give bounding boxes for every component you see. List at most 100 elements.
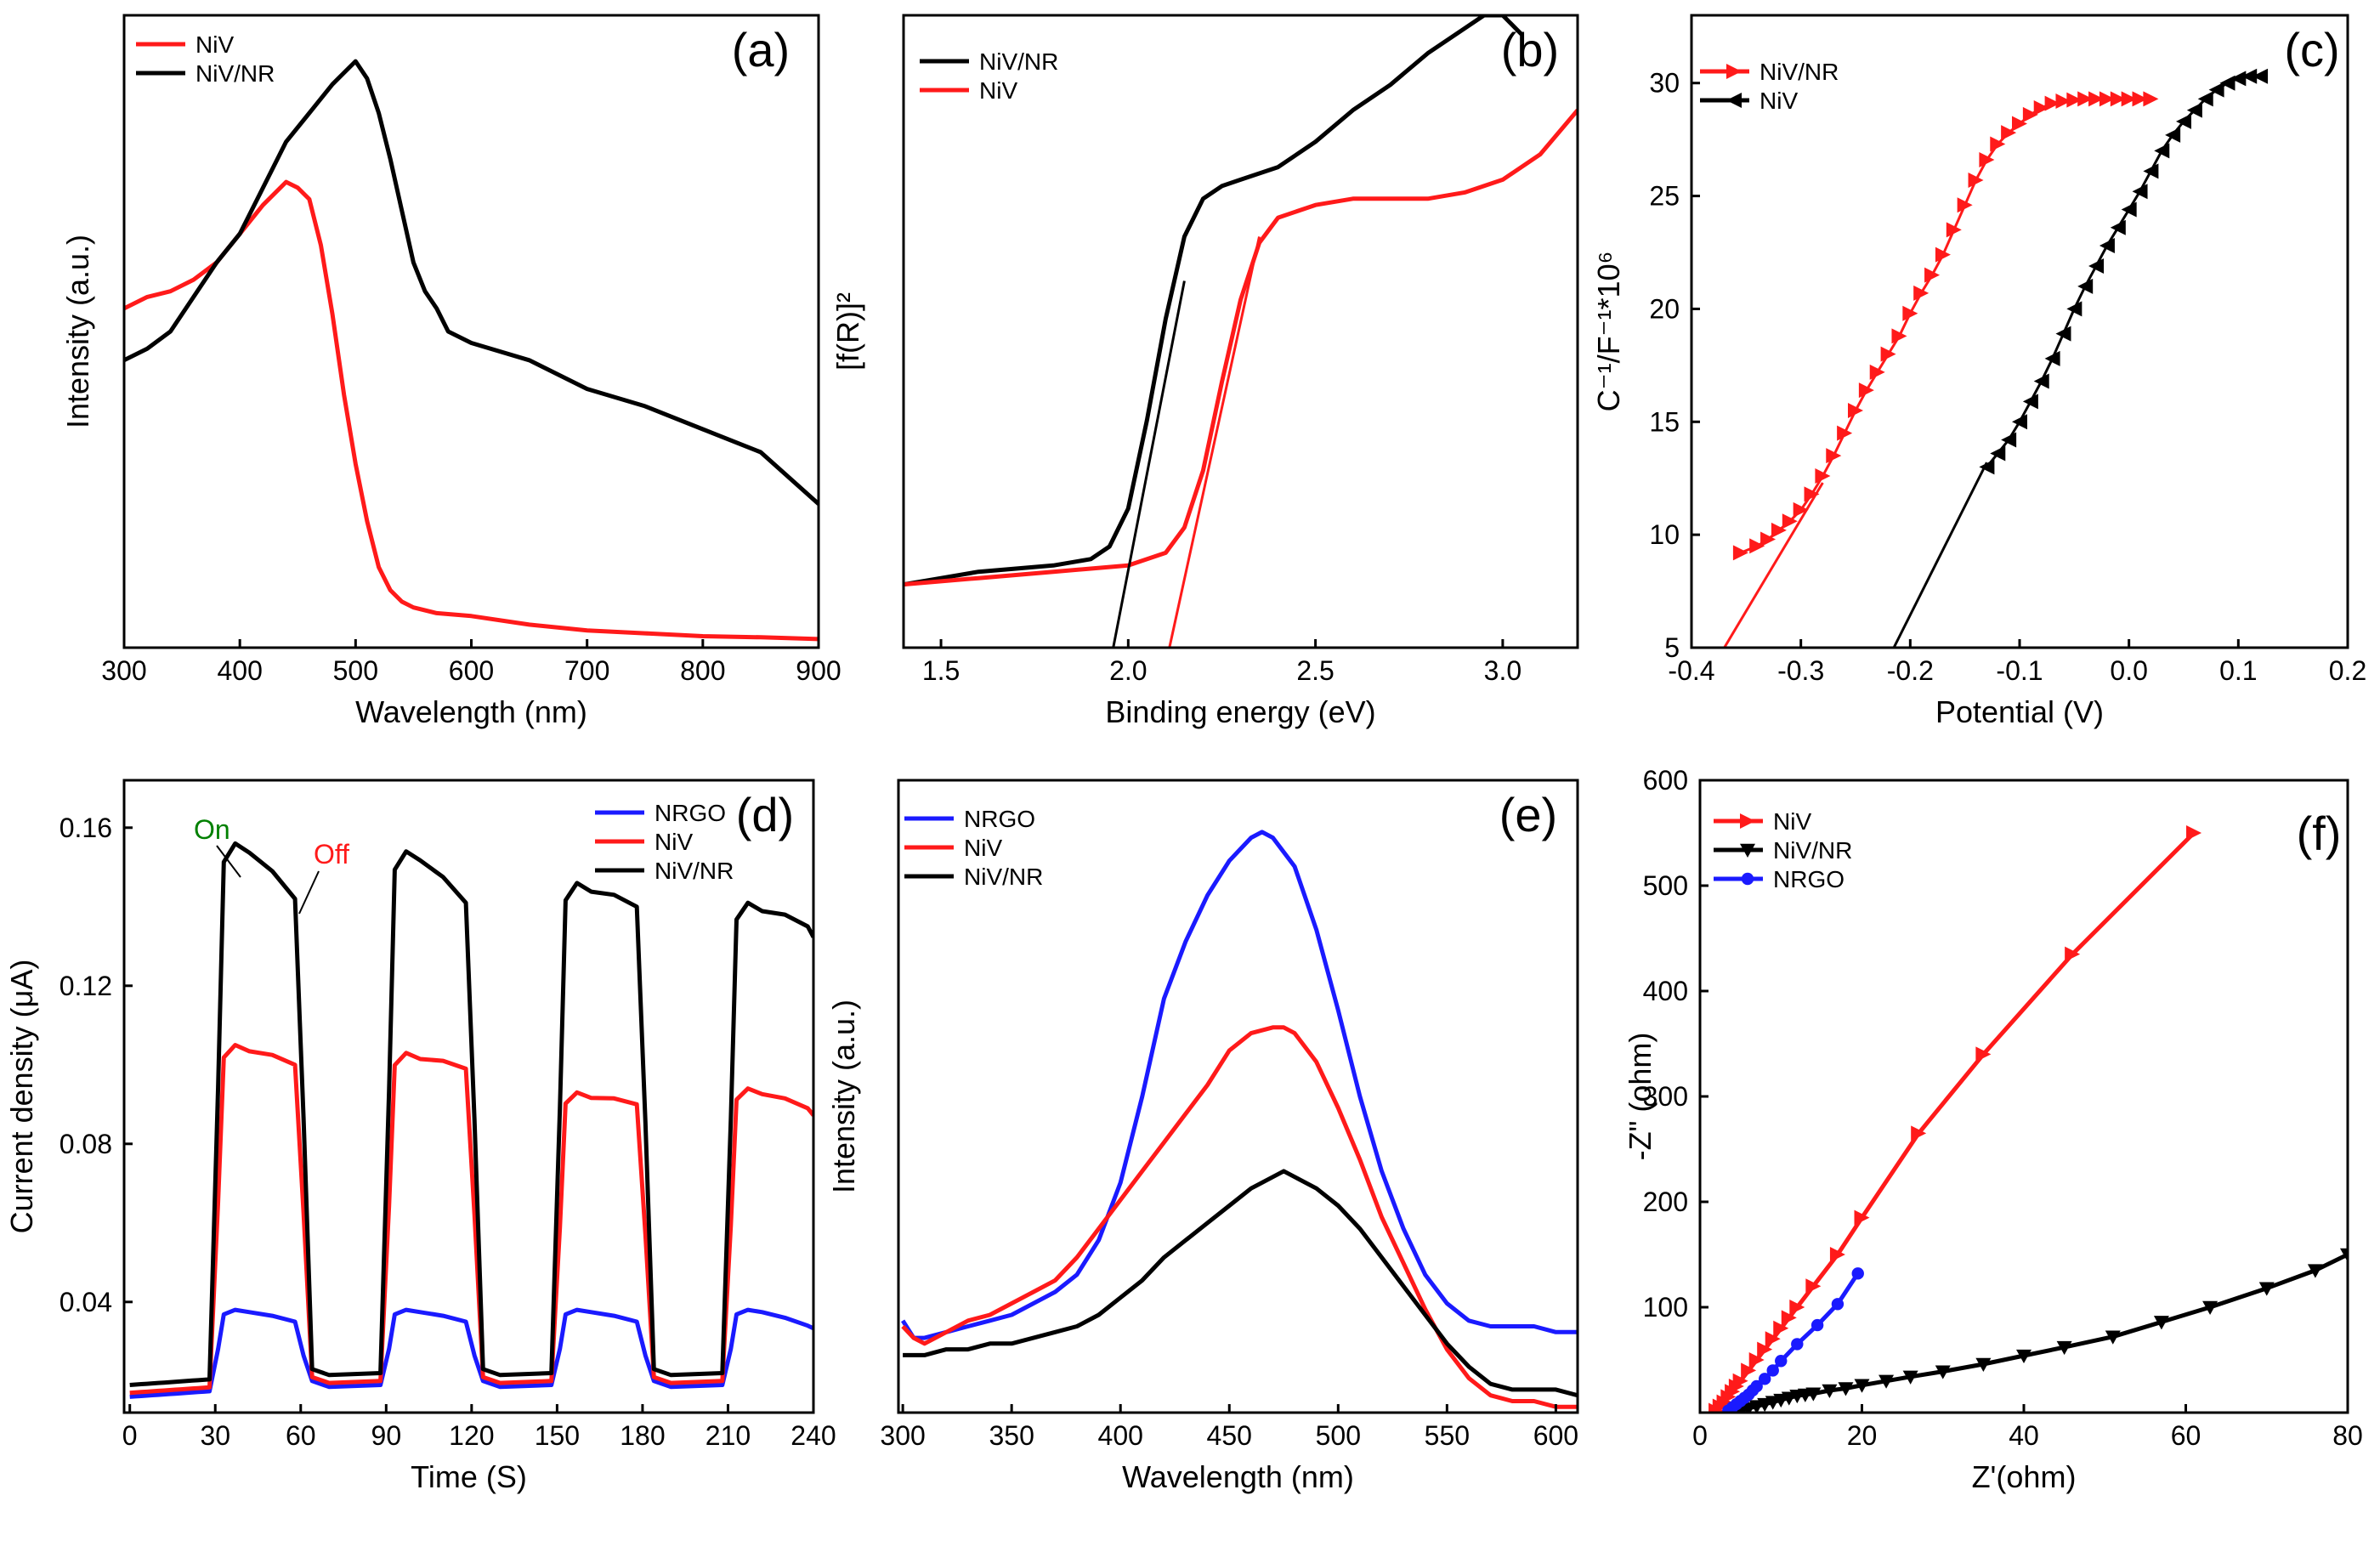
legend-label-b: NiV: [979, 77, 1017, 104]
panel-e-xlabel: Wavelength (nm): [1122, 1459, 1354, 1494]
panel-f-ytick-label: 400: [1643, 976, 1688, 1006]
panel-c-point: [1837, 425, 1853, 441]
panel-c-xlabel: Potential (V): [1935, 694, 2104, 729]
panel-c-ylabel: C⁻¹/F⁻¹*10⁶: [1591, 252, 1626, 412]
panel-f-point: [1902, 1370, 1918, 1385]
legend-label-a: NiV/NR: [196, 60, 275, 87]
panel-c-point: [2012, 414, 2027, 430]
panel-d-xtick-label: 0: [122, 1420, 138, 1451]
panel-c-point: [1815, 468, 1831, 484]
panel-c-point: [1848, 403, 1863, 418]
panel-f-point: [1935, 1365, 1951, 1379]
panel-c-point: [2044, 95, 2060, 111]
panel-c-point: [2077, 278, 2094, 294]
panel-c-point: [2088, 258, 2105, 274]
panel-b-xtick-label: 2.5: [1296, 655, 1334, 686]
panel-c-point: [1771, 522, 1787, 538]
panel-e-series-nrgo: [900, 830, 1578, 1340]
panel-b-frame: [902, 14, 1579, 649]
panel-c-point: [2055, 326, 2071, 342]
panel-d-xtick-label: 90: [371, 1420, 402, 1451]
panel-c-point: [2066, 301, 2082, 317]
panel-a-xtick-label: 300: [101, 655, 146, 686]
panel-c-point: [2055, 93, 2071, 109]
panel-f-xtick-label: 20: [1847, 1420, 1878, 1451]
panel-f-point: [1791, 1338, 1804, 1351]
panel-d-series-nrgo: [129, 1307, 813, 1399]
panel-f-ytick-label: 600: [1643, 765, 1688, 796]
panel-f-xtick-label: 80: [2332, 1420, 2363, 1451]
panel-c-point: [2121, 91, 2137, 107]
panel-e-xtick-label: 350: [989, 1420, 1034, 1451]
panel-f-point: [1775, 1355, 1788, 1368]
panel-e-xtick-label: 450: [1207, 1420, 1252, 1451]
panel-f-point: [1854, 1209, 1870, 1226]
panel-c-point: [1891, 328, 1907, 344]
panel-b-tangent-line: [1168, 236, 1261, 648]
panel-c-xtick-label: -0.2: [1887, 655, 1934, 686]
panel-f-point: [1781, 1310, 1797, 1326]
legend-label-f: NRGO: [1773, 866, 1844, 892]
panel-f-point: [1878, 1374, 1895, 1389]
panel-c-point: [2088, 91, 2105, 107]
panel-c-xtick-label: -0.1: [1996, 655, 2043, 686]
legend-marker-c: [1726, 93, 1742, 108]
panel-f-ytick-label: 300: [1643, 1081, 1688, 1112]
panel-b-xtick-label: 3.0: [1484, 655, 1522, 686]
panel-c-point: [2143, 163, 2159, 179]
panel-c-point: [2022, 106, 2038, 122]
panel-f-point: [1854, 1379, 1870, 1393]
panel-c-ytick-label: 30: [1649, 68, 1680, 99]
panel-c-series-line: [1740, 97, 2151, 554]
panel-f-point: [1829, 1247, 1845, 1262]
panel-c-point: [1869, 364, 1885, 380]
panel-c-point: [1990, 445, 2006, 462]
panel-f-point: [1732, 1373, 1748, 1389]
panel-c-point: [1924, 267, 1941, 283]
panel-c-point: [2208, 82, 2224, 98]
panel-d-ylabel: Current density (μA): [4, 960, 39, 1234]
panel-c-point: [2012, 116, 2027, 132]
panel-f-point: [1757, 1341, 1773, 1357]
panel-a-xtick-label: 700: [564, 655, 609, 686]
panel-f-ytick-label: 100: [1643, 1292, 1688, 1323]
panel-b-series-niv-nr: [904, 15, 1523, 587]
panel-c-point: [2110, 91, 2126, 107]
legend-label-f: NiV/NR: [1773, 837, 1852, 864]
panel-e-frame: [897, 779, 1579, 1414]
panel-d-ytick-label: 0.12: [60, 971, 112, 1001]
panel-c-point: [1793, 501, 1809, 518]
panel-c-series-line: [1986, 75, 2261, 468]
panel-f-point: [1741, 1362, 1757, 1379]
panel-f-point: [2056, 1340, 2072, 1356]
legend-marker-f: [1740, 813, 1755, 829]
panel-e-xtick-label: 550: [1425, 1420, 1470, 1451]
legend-label-f: NiV: [1773, 808, 1811, 835]
panel-c-ytick-label: 25: [1649, 181, 1680, 212]
panel-c-point: [2001, 432, 2017, 448]
panel-c-ytick-label: 20: [1649, 293, 1680, 324]
panel-f-point: [1975, 1357, 1992, 1372]
legend-marker-f: [1740, 843, 1755, 858]
panel-e-series-niv: [901, 1025, 1578, 1409]
annotation-off-arrow: [298, 870, 320, 915]
panel-f-point: [2258, 1282, 2275, 1296]
panel-f-xtick-label: 0: [1692, 1420, 1708, 1451]
panel-f-xtick-label: 40: [2009, 1420, 2039, 1451]
panel-f-point: [2307, 1264, 2323, 1278]
panel-e-plot: [900, 830, 1578, 1409]
panel-f-point: [1831, 1298, 1844, 1311]
panel-f-point: [1766, 1364, 1779, 1377]
panel-a-xlabel: Wavelength (nm): [355, 694, 587, 729]
panel-c-point: [1880, 346, 1896, 362]
panel-f-point: [1822, 1384, 1838, 1398]
panel-f-point: [2016, 1349, 2032, 1364]
panel-c-xtick-label: -0.3: [1777, 655, 1824, 686]
panel-c-axes: -0.4 -0.3 -0.2 -0.1 0.0 0.1 0.2 5 10 15 20 25 30 Pote…: [1591, 14, 2366, 729]
panel-f-xlabel: Z'(ohm): [1972, 1459, 2077, 1494]
panel-b-xtick-label: 2.0: [1109, 655, 1147, 686]
panel-e-legend: NRGO NiV NiV/NR: [904, 806, 1043, 890]
panel-e-series-niv-nr: [903, 1169, 1578, 1398]
